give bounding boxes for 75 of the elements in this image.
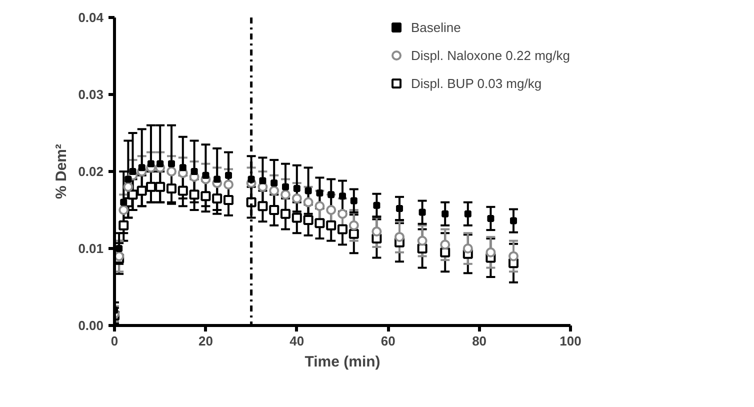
point: [440, 247, 450, 258]
point: [394, 232, 404, 242]
legend-label: Displ. BUP 0.03 mg/kg: [411, 76, 542, 90]
point: [224, 180, 234, 190]
point: [348, 228, 359, 239]
point: [166, 183, 176, 194]
point: [440, 240, 450, 250]
point: [372, 226, 382, 237]
point: [168, 160, 175, 168]
point: [417, 236, 428, 246]
point: [396, 204, 403, 212]
x-tick-label: 60: [380, 334, 396, 348]
point: [487, 214, 494, 222]
point: [225, 172, 232, 179]
x-tick-label: 40: [290, 334, 304, 348]
point: [124, 176, 132, 183]
y-tick-label: 0.04: [78, 10, 104, 25]
y-tick-label: 0.01: [78, 241, 104, 256]
point: [123, 182, 134, 192]
point: [269, 205, 280, 215]
point: [418, 208, 426, 216]
point: [212, 193, 222, 204]
point: [259, 177, 266, 184]
y-tick-label: 0.02: [78, 164, 104, 179]
point: [350, 197, 358, 204]
point: [270, 180, 278, 187]
point: [202, 172, 210, 179]
point: [147, 160, 154, 168]
point: [486, 247, 496, 258]
point: [258, 182, 268, 192]
point: [303, 215, 314, 226]
point: [156, 160, 164, 168]
legend-label: Displ. Naloxone 0.22 mg/kg: [411, 48, 570, 62]
point: [326, 205, 336, 215]
point: [326, 220, 336, 230]
point: [118, 205, 129, 215]
y-tick-label: 0.03: [78, 87, 104, 102]
point: [129, 168, 136, 175]
point: [200, 191, 211, 202]
point: [269, 186, 280, 196]
point: [190, 168, 198, 175]
x-tick-label: 20: [198, 334, 213, 348]
point: [120, 198, 128, 206]
point: [224, 194, 234, 205]
y-axis-title: % Dem²: [53, 144, 70, 200]
point: [189, 190, 200, 200]
x-tick-label: 100: [560, 334, 582, 348]
point: [116, 245, 123, 252]
point: [462, 244, 473, 254]
point: [348, 220, 359, 230]
point: [304, 187, 312, 194]
legend-label: Baseline: [411, 20, 461, 34]
point: [464, 210, 472, 218]
point: [314, 218, 325, 228]
x-tick-label: 0: [110, 334, 118, 348]
point: [510, 217, 517, 224]
point: [316, 190, 324, 197]
point: [282, 183, 289, 190]
point: [373, 202, 380, 209]
point: [138, 164, 146, 172]
point: [338, 224, 348, 234]
x-tick-label: 80: [472, 334, 487, 348]
point: [508, 251, 518, 262]
point: [339, 192, 346, 200]
point: [258, 201, 268, 212]
point: [118, 220, 129, 230]
point: [178, 186, 188, 196]
y-tick-label: 0.00: [78, 318, 104, 333]
point: [280, 190, 290, 200]
point: [293, 184, 300, 192]
x-axis-title: Time (min): [304, 354, 380, 370]
point: [442, 210, 449, 218]
point: [179, 164, 186, 172]
point: [214, 176, 221, 183]
point: [328, 191, 335, 198]
